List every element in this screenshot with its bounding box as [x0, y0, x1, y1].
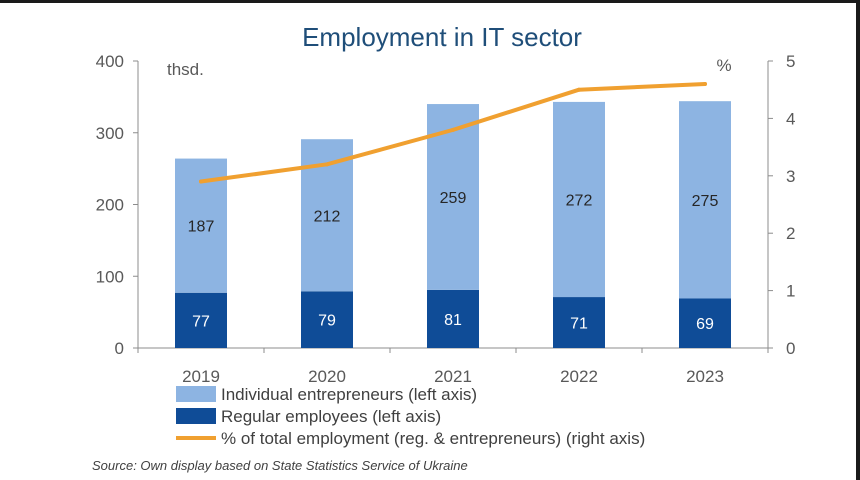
bar-value-label: 259 [440, 190, 467, 207]
source-note: Source: Own display based on State Stati… [92, 458, 468, 473]
x-tick-label: 2022 [560, 367, 598, 386]
left-tick-label: 200 [96, 196, 124, 215]
left-tick-label: 0 [115, 339, 124, 358]
bar-value-label: 71 [570, 316, 588, 333]
legend-label: Individual entrepreneurs (left axis) [221, 385, 477, 404]
frame-top-border [0, 0, 860, 3]
legend-label: % of total employment (reg. & entreprene… [221, 429, 645, 448]
percent-point [451, 127, 455, 132]
bar-segment [175, 292, 227, 348]
x-tick-label: 2023 [686, 367, 724, 386]
left-axis-unit: thsd. [167, 60, 204, 79]
bar-value-label: 69 [696, 316, 714, 333]
legend-label: Regular employees (left axis) [221, 407, 441, 426]
percent-point [703, 81, 707, 86]
bar-segment [679, 101, 731, 299]
left-tick-label: 300 [96, 124, 124, 143]
bar-value-label: 77 [192, 313, 210, 330]
bar-segment [427, 289, 479, 348]
x-tick-label: 2019 [182, 367, 220, 386]
legend: Individual entrepreneurs (left axis) Regu… [176, 385, 645, 448]
percent-line [199, 81, 707, 184]
x-tick-label: 2020 [308, 367, 346, 386]
bar-value-label: 212 [314, 208, 341, 225]
percent-point [199, 179, 203, 184]
right-axis-unit: % [716, 56, 731, 75]
legend-swatch [176, 408, 216, 424]
bar-value-label: 187 [188, 219, 215, 236]
percent-point [325, 162, 329, 167]
bar-value-label: 81 [444, 312, 462, 329]
bar-segment [301, 291, 353, 348]
legend-swatch [176, 386, 216, 402]
left-tick-label: 100 [96, 267, 124, 286]
x-tick-label: 2021 [434, 367, 472, 386]
right-tick-label: 2 [786, 224, 795, 243]
bar-segment [553, 101, 605, 298]
bars: 77 187 79 212 81 259 71 272 69 275 [175, 101, 731, 348]
chart-title: Employment in IT sector [302, 22, 582, 52]
percent-point [577, 87, 581, 92]
right-tick-label: 5 [786, 52, 795, 71]
frame-right-border [856, 0, 860, 480]
bar-value-label: 79 [318, 313, 336, 330]
left-tick-label: 400 [96, 52, 124, 71]
right-tick-label: 3 [786, 167, 795, 186]
right-tick-label: 1 [786, 282, 795, 301]
bar-value-label: 275 [692, 193, 719, 210]
right-tick-label: 0 [786, 339, 795, 358]
bar-segment [553, 297, 605, 348]
bar-value-label: 272 [566, 192, 593, 209]
bar-segment [679, 298, 731, 348]
right-tick-label: 4 [786, 109, 795, 128]
